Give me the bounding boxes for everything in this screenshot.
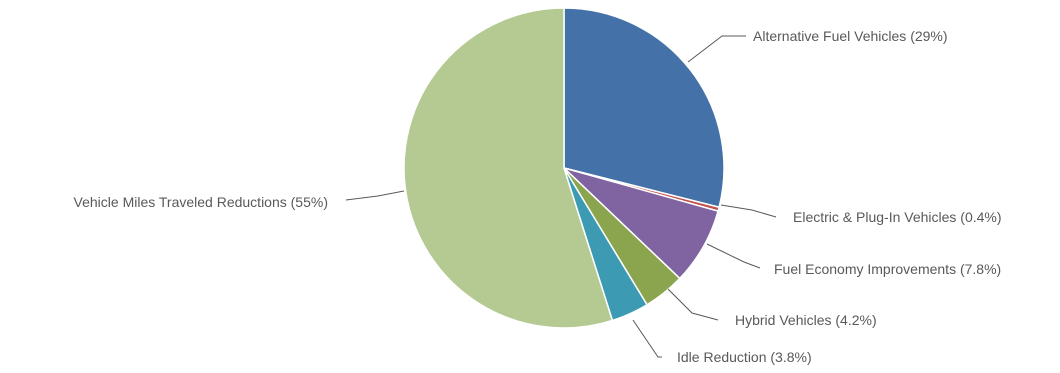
slice-label-fuel-economy-improvements: Fuel Economy Improvements (7.8%): [774, 261, 1001, 277]
slice-label-electric-plug-in-vehicles: Electric & Plug-In Vehicles (0.4%): [793, 209, 1002, 225]
slice-label-hybrid-vehicles: Hybrid Vehicles (4.2%): [735, 312, 877, 328]
leader-line-hybrid-vehicles: [667, 288, 719, 321]
leader-line-vehicle-miles-traveled-reductions: [345, 190, 405, 201]
leader-line-fuel-economy-improvements: [706, 243, 761, 269]
pie-slice-alternative-fuel-vehicles: [563, 7, 725, 208]
pie-slice-vehicle-miles-traveled-reductions: [403, 7, 614, 329]
slice-label-vehicle-miles-traveled-reductions: Vehicle Miles Traveled Reductions (55%): [74, 194, 328, 210]
slice-label-alternative-fuel-vehicles: Alternative Fuel Vehicles (29%): [753, 28, 948, 44]
leader-lines: [345, 35, 777, 358]
slice-labels: Alternative Fuel Vehicles (29%) Electric …: [74, 28, 1002, 365]
leader-line-alternative-fuel-vehicles: [687, 35, 746, 63]
pie-slices: [403, 7, 725, 329]
slice-label-idle-reduction: Idle Reduction (3.8%): [677, 349, 812, 365]
leader-line-electric-plug-in-vehicles: [720, 204, 777, 218]
leader-line-idle-reduction: [632, 319, 662, 358]
